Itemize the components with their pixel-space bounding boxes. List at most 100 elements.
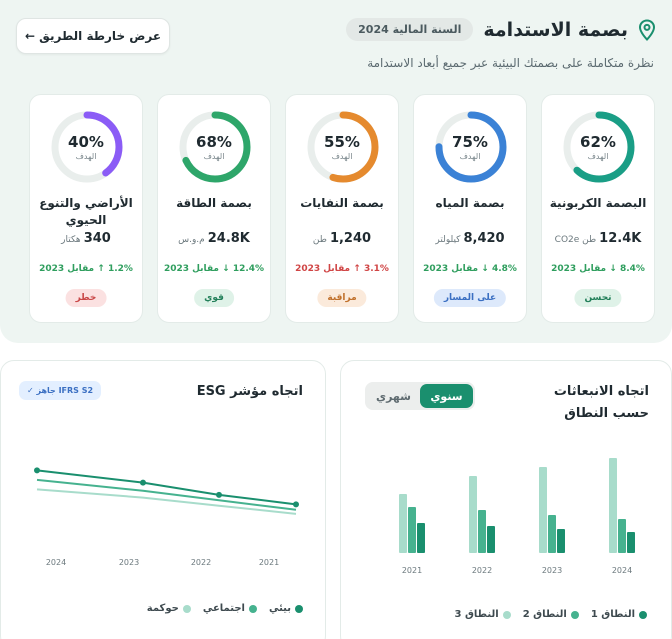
legend-label: حوكمة	[146, 603, 179, 614]
bar-2023-2	[548, 515, 556, 553]
card-title: الأراضي والتنوع الحيوي	[39, 196, 133, 227]
footprint-card[interactable]: 55% الهدف بصمة النفايات 1,240طن 3.1% ↑ م…	[285, 94, 399, 323]
card-change: 12.4% ↓ مقابل 2023	[163, 264, 265, 274]
x-tick-label: 2022	[472, 566, 492, 575]
bar-2023-1	[557, 529, 565, 553]
legend-label: بيئي	[268, 603, 291, 614]
target-label: الهدف	[331, 152, 353, 161]
footprint-card[interactable]: 75% الهدف بصمة المياه 8,420كيلولتر 4.8% …	[413, 94, 527, 323]
bar-2024-3	[609, 458, 617, 553]
x-tick-label: 2021	[259, 558, 279, 567]
view-roadmap-button[interactable]: عرض خارطة الطريق ←	[16, 18, 170, 54]
data-point	[34, 467, 40, 474]
card-title: بصمة المياه	[435, 196, 505, 210]
series-line-2	[36, 478, 297, 511]
progress-ring	[307, 111, 379, 183]
status-badge: مراقبة	[317, 289, 367, 307]
bar-2021-2	[408, 507, 416, 553]
card-change: 4.8% ↓ مقابل 2023	[423, 264, 517, 274]
yearly-toggle-button[interactable]: سنوي	[420, 384, 473, 408]
legend-label: النطاق 3	[454, 609, 499, 620]
legend-dot	[502, 610, 511, 619]
footprint-card[interactable]: 68% الهدف بصمة الطاقة 24.8Kم.و.س 12.4% ↓…	[157, 94, 271, 323]
footprint-card[interactable]: 40% الهدف الأراضي والتنوع الحيوي 340هكتا…	[29, 94, 143, 323]
card-value-row: 24.8Kم.و.س	[158, 231, 270, 246]
legend-label: النطاق 1	[590, 609, 635, 620]
progress-percent: 75%	[452, 133, 488, 151]
card-value-row: 340هكتار	[30, 231, 142, 246]
progress-percent: 55%	[324, 133, 360, 151]
card-value: 24.8K	[207, 231, 250, 246]
legend-environmental: بيئي	[269, 603, 303, 614]
card-unit: م.و.س	[178, 235, 205, 245]
data-point	[140, 479, 146, 486]
card-value-row: 8,420كيلولتر	[414, 231, 526, 246]
bar-2021-3	[399, 494, 407, 553]
esg-trend-title: اتجاه مؤشر ESG	[196, 384, 303, 399]
card-unit: كيلولتر	[435, 235, 461, 245]
card-change: 1.2% ↑ مقابل 2023	[39, 264, 133, 274]
legend-dot	[570, 610, 579, 619]
ifrs-ready-badge: IFRS S2 جاهز ✓	[19, 381, 102, 400]
footprint-overview-panel: بصمة الاستدامة السنة المالية 2024 نظرة م…	[0, 0, 672, 343]
title-row: بصمة الاستدامة السنة المالية 2024	[346, 18, 656, 41]
progress-ring	[179, 111, 251, 183]
target-label: الهدف	[203, 152, 225, 161]
legend-dot	[295, 604, 303, 613]
card-value: 1,240	[329, 231, 372, 246]
card-value-row: 1,240طن	[286, 231, 398, 246]
card-value: 12.4K	[599, 231, 642, 246]
target-label: الهدف	[75, 152, 97, 161]
card-title: بصمة النفايات	[300, 196, 384, 210]
progress-ring	[435, 111, 507, 183]
legend-governance: حوكمة	[147, 603, 191, 614]
status-badge: قوي	[194, 289, 234, 307]
emissions-bar-chart: 2021 2022 2023 2024	[399, 458, 635, 575]
legend-label: اجتماعي	[202, 603, 245, 614]
footprint-cards: 62% الهدف البصمة الكربونية 12.4Kطن CO2e …	[29, 94, 655, 323]
x-tick-label: 2024	[612, 566, 632, 575]
esg-line-chart: 2024 2023 2022 2021	[34, 467, 299, 567]
monthly-toggle-button[interactable]: شهري	[367, 384, 420, 408]
legend-social: اجتماعي	[203, 603, 257, 614]
progress-ring	[51, 111, 123, 183]
progress-ring	[563, 111, 635, 183]
legend-dot	[248, 604, 257, 613]
data-point	[293, 501, 299, 508]
legend-scope-2: النطاق 2	[523, 609, 579, 620]
emissions-legend: النطاق 1 النطاق 2 النطاق 3	[455, 609, 647, 620]
legend-label: النطاق 2	[522, 609, 567, 620]
x-tick-label: 2021	[402, 566, 422, 575]
period-toggle: سنوي شهري	[365, 382, 475, 410]
page-subtitle: نظرة متكاملة على بصمتك البيئية عبر جميع …	[367, 56, 654, 70]
progress-percent: 62%	[580, 133, 616, 151]
fiscal-year-pill: السنة المالية 2024	[346, 18, 474, 41]
card-value-row: 12.4Kطن CO2e	[542, 231, 654, 246]
card-title: بصمة الطاقة	[176, 196, 252, 210]
status-badge: على المسار	[433, 289, 507, 307]
bar-2024-1	[627, 532, 635, 553]
data-point	[216, 491, 222, 498]
target-label: الهدف	[587, 152, 609, 161]
card-change: 8.4% ↓ مقابل 2023	[551, 264, 645, 274]
legend-dot	[182, 604, 191, 613]
x-tick-label: 2022	[191, 558, 211, 567]
card-change: 3.1% ↑ مقابل 2023	[295, 264, 389, 274]
bar-2024-2	[618, 519, 626, 553]
emissions-trend-title: اتجاه الانبعاثات حسب النطاق	[553, 384, 649, 421]
bar-2022-2	[478, 510, 486, 553]
card-unit: طن	[312, 235, 327, 245]
series-line-3	[36, 488, 297, 515]
bar-2022-3	[469, 476, 477, 553]
bar-2022-1	[487, 526, 495, 553]
target-label: الهدف	[459, 152, 481, 161]
progress-percent: 68%	[196, 133, 232, 151]
legend-scope-1: النطاق 1	[591, 609, 647, 620]
card-unit: طن CO2e	[554, 235, 597, 245]
status-badge: تحسن	[574, 289, 622, 307]
esg-legend: بيئي اجتماعي حوكمة	[147, 603, 303, 614]
x-tick-label: 2023	[542, 566, 562, 575]
footprint-card[interactable]: 62% الهدف البصمة الكربونية 12.4Kطن CO2e …	[541, 94, 655, 323]
esg-trend-panel: اتجاه مؤشر ESG IFRS S2 جاهز ✓ 2024 2023 20…	[0, 360, 326, 639]
progress-percent: 40%	[68, 133, 104, 151]
